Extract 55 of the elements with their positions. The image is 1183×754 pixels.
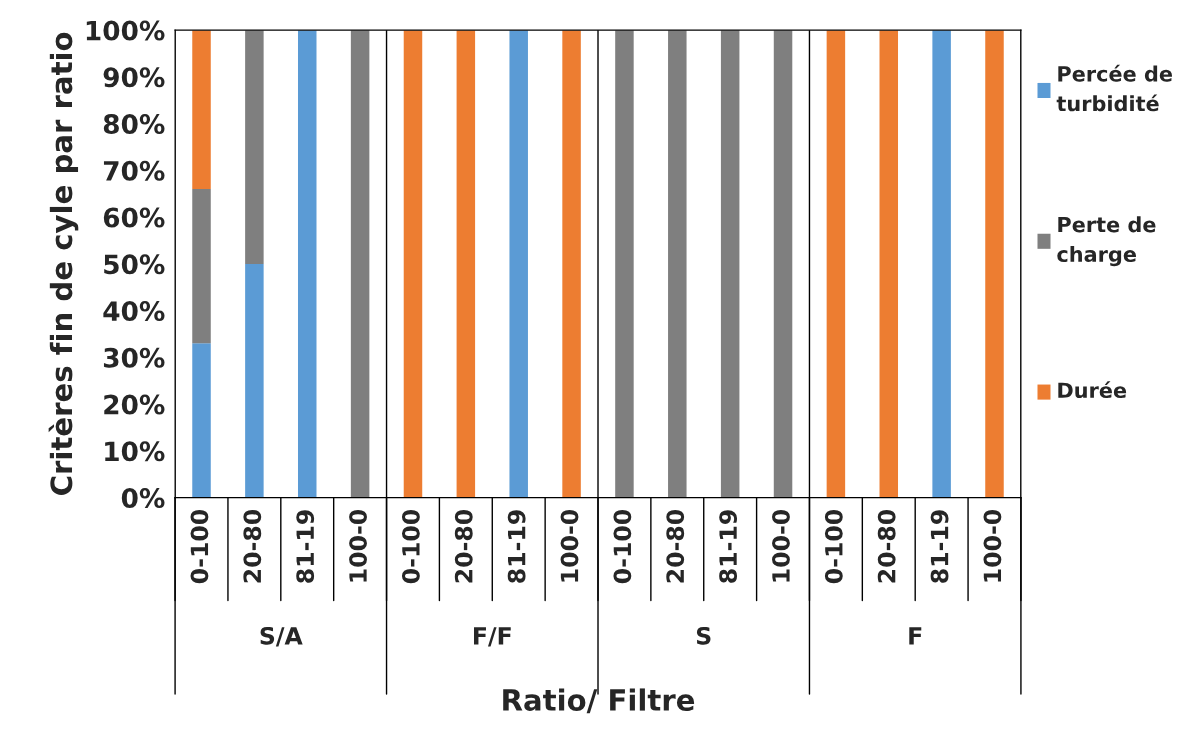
- bar: [192, 343, 211, 498]
- bar: [192, 30, 211, 190]
- y-tick-label: 50%: [104, 254, 165, 275]
- x-tick-label: 20-80: [243, 509, 262, 583]
- text: F: [909, 627, 922, 645]
- y-tick-label: 10%: [105, 441, 165, 462]
- bar: [773, 30, 793, 498]
- bar: [350, 30, 370, 498]
- x-tick-label: 100-0: [772, 509, 790, 582]
- x-tick-label: 81-19: [719, 510, 738, 583]
- bar: [720, 30, 740, 498]
- x-tick-label: 20-80: [877, 509, 896, 583]
- y-tick-label: 0%: [121, 488, 165, 509]
- y-tick-label: 70%: [103, 160, 165, 181]
- y-tick-label: 60%: [103, 207, 165, 228]
- x-tick-label: 0-100: [824, 509, 843, 584]
- bar: [245, 263, 264, 498]
- text: S/A: [260, 626, 303, 647]
- x-axis-title: Ratio/ Filtre: [503, 688, 695, 714]
- bar: [456, 30, 476, 498]
- legend-label: Percée de turbidité: [1056, 64, 1172, 112]
- bar: [932, 30, 951, 498]
- bar: [826, 30, 846, 498]
- bar: [298, 30, 317, 498]
- x-tick-label: 20-80: [454, 509, 473, 583]
- bar: [192, 189, 211, 344]
- x-tick-label: 81-19: [930, 510, 949, 583]
- text: F/F: [474, 627, 511, 647]
- x-tick-label: 0-100: [190, 509, 209, 584]
- x-tick-label: 100-0: [983, 509, 1002, 582]
- x-tick-label: 0-100: [401, 509, 420, 584]
- x-tick-label: 20-80: [666, 509, 685, 583]
- x-tick-label: 81-19: [507, 510, 526, 583]
- bar: [985, 30, 1004, 498]
- y-axis-title: Critères fin de cyle par ratio: [48, 32, 79, 495]
- y-tick-label: 40%: [103, 301, 165, 322]
- y-tick-label: 90%: [103, 67, 165, 88]
- y-tick-label: 100%: [86, 20, 165, 41]
- bar: [403, 30, 423, 498]
- x-tick-label: 0-100: [613, 509, 632, 584]
- text: S: [696, 626, 711, 645]
- y-tick-label: 80%: [103, 114, 165, 135]
- bar: [879, 30, 899, 498]
- y-tick-label: 30%: [103, 347, 165, 368]
- x-tick-label: 100-0: [349, 509, 367, 582]
- bar: [562, 30, 581, 498]
- legend-label: Perte de charge: [1057, 216, 1156, 267]
- bar: [245, 30, 264, 264]
- legend-label: Durée: [1058, 381, 1127, 399]
- y-tick-label: 20%: [104, 394, 165, 415]
- x-tick-label: 81-19: [296, 510, 315, 583]
- bar: [615, 30, 634, 498]
- bar: [668, 30, 687, 498]
- x-tick-label: 100-0: [560, 509, 579, 582]
- bar: [509, 30, 528, 498]
